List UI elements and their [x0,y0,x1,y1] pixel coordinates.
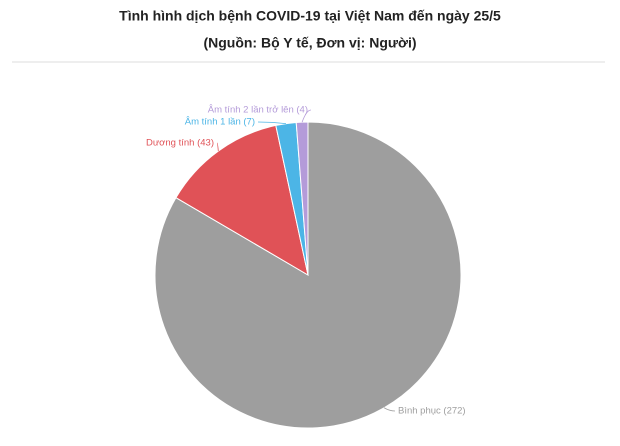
data-label: Dương tính (43) [146,138,214,149]
chart-subtitle: (Nguồn: Bộ Y tế, Đơn vị: Người) [203,35,416,51]
data-label: Bình phục (272) [398,406,466,417]
chart-title: Tình hình dịch bệnh COVID-19 tại Việt Na… [119,8,501,24]
data-label: Âm tính 2 lần trở lên (4) [208,105,308,116]
pie-slice [175,124,309,277]
leader-line [301,109,312,123]
leader-line [383,407,396,412]
leader-line [257,121,287,124]
leader-line [216,142,219,152]
data-label: Âm tính 1 lần (7) [185,117,255,128]
